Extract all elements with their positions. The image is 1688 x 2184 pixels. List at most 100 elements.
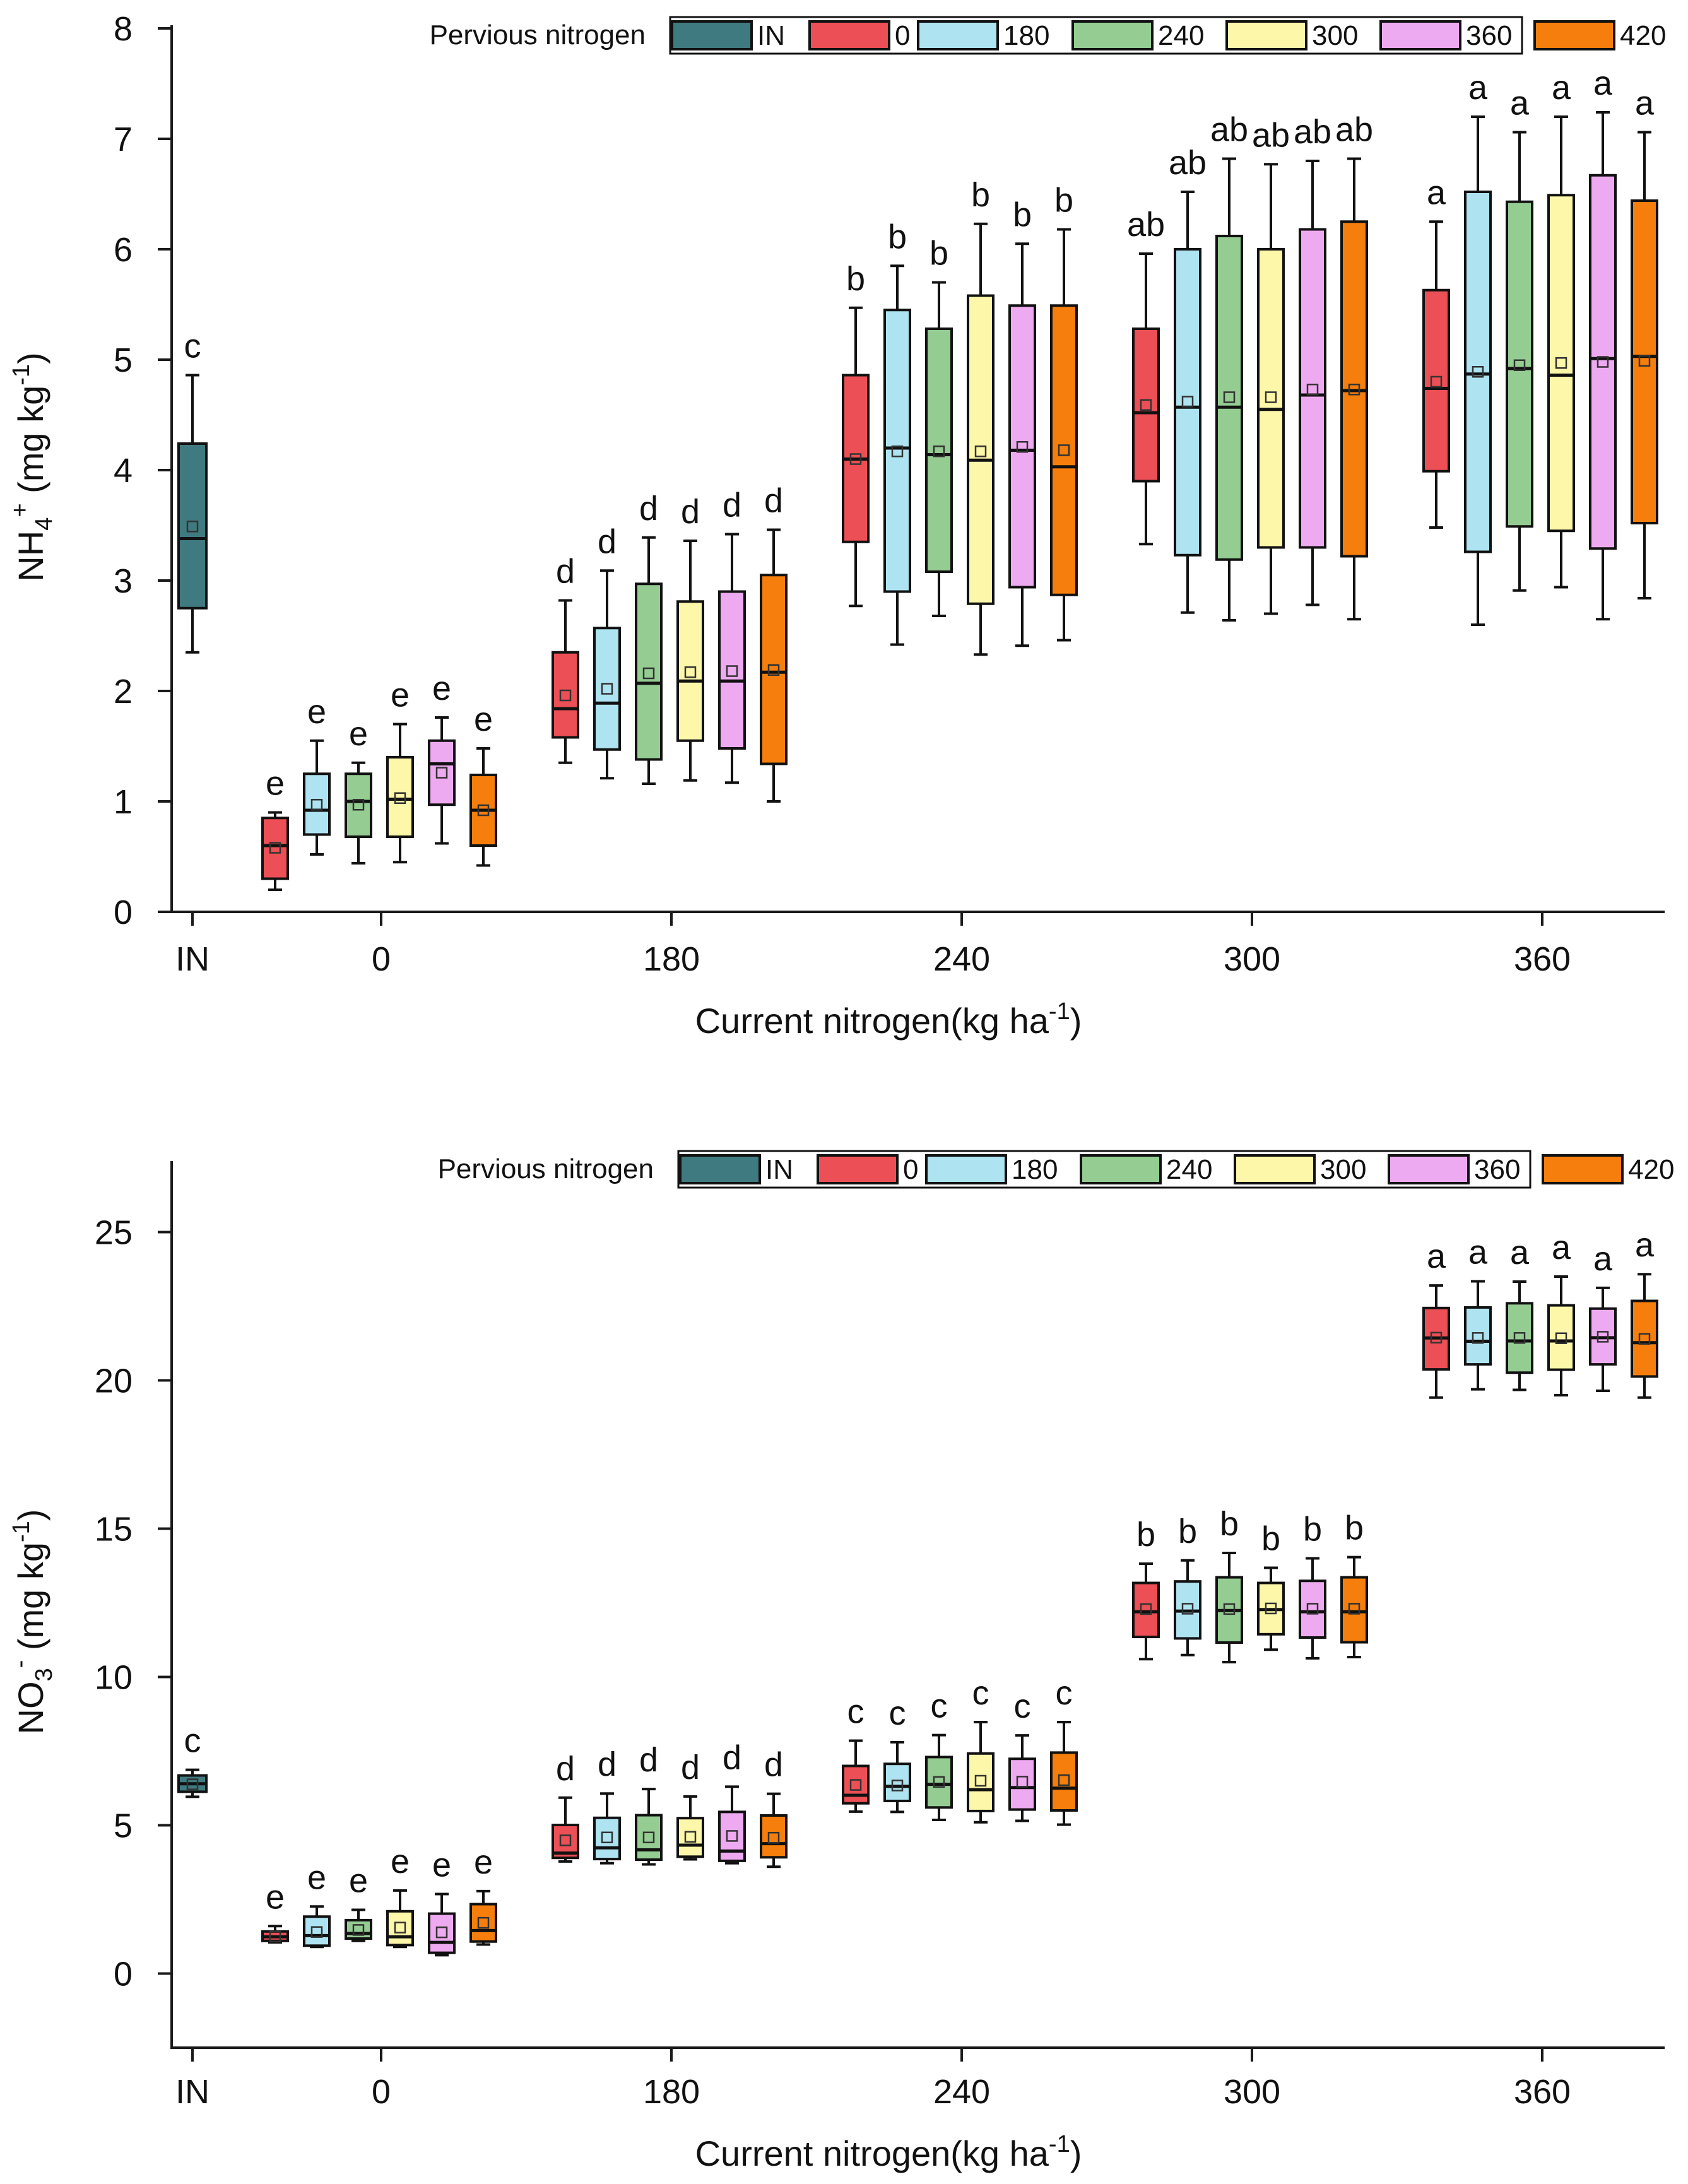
mean-marker bbox=[1555, 357, 1567, 369]
iqr-box bbox=[1506, 200, 1533, 528]
iqr-box bbox=[883, 309, 911, 593]
mean-marker bbox=[394, 792, 406, 804]
significance-letter: ab bbox=[1335, 111, 1373, 149]
box-240-420: b bbox=[1050, 182, 1078, 642]
significance-letter: e bbox=[349, 1862, 368, 1899]
significance-letter: e bbox=[391, 1843, 410, 1880]
significance-letter: ab bbox=[1252, 116, 1290, 154]
mean-marker bbox=[559, 1834, 572, 1846]
iqr-box bbox=[1506, 1302, 1533, 1374]
x-tick-label: 0 bbox=[372, 2073, 391, 2111]
significance-letter: d bbox=[681, 1749, 700, 1786]
significance-letter: a bbox=[1510, 85, 1530, 122]
mean-marker bbox=[1306, 384, 1319, 396]
x-axis-ticks: IN 0 180 240 300 360 bbox=[175, 2048, 1571, 2111]
x-tick-label: 240 bbox=[933, 940, 990, 978]
y-axis-ticks: 0 5 10 15 20 25 bbox=[95, 1214, 172, 1993]
x-tick-label: 180 bbox=[643, 940, 700, 978]
x-axis-title: Current nitrogen(kg ha-1) bbox=[695, 2131, 1082, 2173]
y-axis-title: NO3- (mg kg-1) bbox=[7, 1509, 57, 1735]
legend-item-IN: IN bbox=[679, 1154, 793, 1185]
mean-marker bbox=[1016, 441, 1029, 453]
box-300-180: b bbox=[1174, 1513, 1201, 1656]
significance-letter: b bbox=[971, 176, 990, 214]
significance-letter: ab bbox=[1294, 113, 1331, 151]
box-180-180: d bbox=[593, 1745, 621, 1865]
mean-marker bbox=[269, 842, 281, 854]
legend-swatch bbox=[925, 1154, 1007, 1184]
iqr-box bbox=[386, 1910, 414, 1947]
box-360-360: a bbox=[1589, 1240, 1617, 1392]
mean-marker bbox=[352, 1924, 365, 1936]
iqr-box bbox=[1340, 220, 1368, 558]
box-360-0: a bbox=[1422, 174, 1450, 529]
mean-marker bbox=[974, 1774, 987, 1787]
mean-marker bbox=[684, 1831, 697, 1843]
box-0-420: e bbox=[469, 700, 497, 867]
significance-letter: a bbox=[1593, 64, 1613, 102]
mean-marker bbox=[726, 665, 738, 677]
box-300-360: ab bbox=[1294, 113, 1331, 606]
box-300-360: b bbox=[1299, 1511, 1326, 1660]
box-360-360: a bbox=[1589, 64, 1617, 621]
legend-swatch bbox=[679, 1154, 761, 1184]
mean-marker bbox=[435, 1926, 448, 1939]
legend-label: 360 bbox=[1474, 1154, 1520, 1185]
box-300-300: ab bbox=[1252, 116, 1290, 615]
legend-swatch bbox=[671, 20, 753, 50]
iqr-box bbox=[345, 1918, 372, 1940]
box-0-360: e bbox=[428, 670, 456, 845]
legend-item-420: 420 bbox=[1533, 20, 1666, 51]
significance-letter: e bbox=[432, 670, 451, 707]
box-0-240: e bbox=[345, 1862, 372, 1942]
y-tick-label: 1 bbox=[114, 783, 133, 821]
iqr-box bbox=[1422, 288, 1450, 473]
iqr-box bbox=[593, 1816, 621, 1861]
significance-letter: e bbox=[266, 1878, 285, 1916]
legend-item-0: 0 bbox=[808, 20, 910, 51]
mean-marker bbox=[435, 767, 448, 779]
y-tick-label: 0 bbox=[114, 1956, 133, 1993]
y-tick-label: 0 bbox=[114, 894, 133, 931]
mean-marker bbox=[269, 1930, 281, 1942]
mean-marker bbox=[1430, 1331, 1443, 1344]
box-0-0: e bbox=[261, 765, 289, 891]
iqr-box bbox=[1215, 235, 1243, 561]
significance-letter: e bbox=[266, 765, 285, 803]
iqr-box bbox=[1008, 304, 1036, 589]
mean-marker bbox=[1181, 396, 1194, 408]
iqr-box bbox=[1008, 1757, 1036, 1811]
box-360-300: a bbox=[1547, 1229, 1575, 1396]
y-tick-label: 10 bbox=[95, 1659, 133, 1697]
box-0-180: e bbox=[303, 1858, 331, 1949]
box-240-360: b bbox=[1008, 196, 1036, 647]
iqr-box bbox=[469, 1903, 497, 1943]
iqr-box bbox=[1547, 1304, 1575, 1371]
box-0-300: e bbox=[386, 1843, 414, 1949]
mean-marker bbox=[1265, 391, 1277, 403]
significance-letter: ab bbox=[1169, 144, 1207, 182]
iqr-box bbox=[1257, 248, 1285, 549]
significance-letter: d bbox=[723, 1738, 741, 1776]
y-axis-title: NH4+ (mg kg-1) bbox=[7, 352, 57, 581]
mean-marker bbox=[726, 1830, 738, 1842]
y-tick-label: 8 bbox=[114, 10, 133, 48]
significance-letter: d bbox=[764, 1746, 783, 1784]
mean-marker bbox=[1638, 355, 1651, 367]
box-360-0: a bbox=[1422, 1237, 1450, 1399]
iqr-box bbox=[1464, 1306, 1492, 1366]
mean-marker bbox=[849, 453, 862, 465]
significance-letter: b bbox=[1345, 1509, 1364, 1547]
iqr-box bbox=[1589, 174, 1617, 550]
iqr-box bbox=[718, 1810, 746, 1862]
significance-letter: ab bbox=[1127, 206, 1165, 244]
significance-letter: c bbox=[889, 1694, 906, 1732]
mean-marker bbox=[394, 1921, 406, 1933]
box-180-240: d bbox=[635, 490, 663, 785]
significance-letter: e bbox=[432, 1846, 451, 1884]
mean-marker bbox=[1348, 384, 1360, 396]
significance-letter: c bbox=[847, 1693, 865, 1731]
box-360-180: a bbox=[1464, 1234, 1492, 1391]
mean-marker bbox=[1223, 1603, 1236, 1615]
